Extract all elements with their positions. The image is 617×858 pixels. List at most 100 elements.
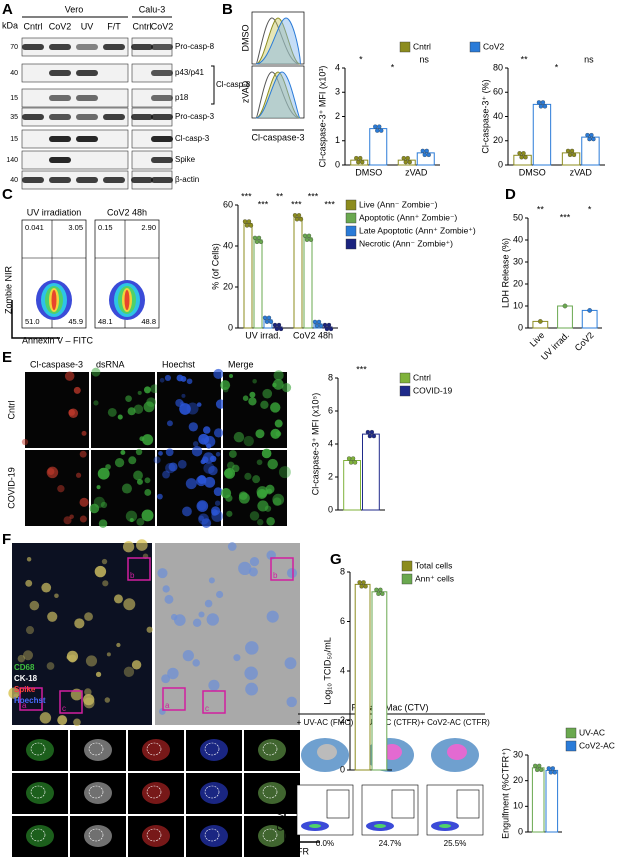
significance: ***: [241, 191, 252, 201]
label: 35: [10, 114, 18, 121]
cell: [214, 500, 221, 506]
legend-label: Total cells: [415, 560, 452, 570]
band: [103, 114, 125, 120]
cell: [137, 390, 142, 395]
band: [49, 177, 71, 183]
cell: [75, 472, 82, 478]
label: + UV-AC (CTFR): [360, 718, 421, 727]
label: 2.90: [141, 223, 156, 232]
dot: [359, 584, 364, 589]
cell: [282, 383, 292, 393]
cell: [158, 450, 163, 456]
dot: [266, 315, 272, 320]
dot: [369, 429, 375, 435]
label: Cl-caspase-3: [30, 359, 83, 369]
cell: [258, 782, 286, 804]
legend-label: Necrotic (Ann⁻ Zombie⁺): [359, 238, 453, 248]
cell: [278, 466, 291, 479]
cell: [198, 433, 210, 445]
dot: [248, 223, 254, 228]
gate: [391, 789, 415, 819]
cell: [176, 374, 184, 382]
outline: [262, 785, 278, 799]
cell: [252, 379, 257, 384]
label: 0.15: [98, 223, 113, 232]
cell: [191, 445, 203, 457]
cell: [69, 514, 74, 519]
gate: [326, 789, 350, 819]
cell: [128, 456, 137, 465]
flow-density: [124, 290, 130, 310]
cell: [164, 594, 174, 604]
label: p43/p41: [175, 68, 204, 77]
dot: [550, 766, 555, 771]
y-tick-label: 0: [340, 764, 345, 774]
label: 140: [6, 157, 18, 164]
y-tick-label: 60: [223, 199, 233, 209]
significance: ***: [356, 364, 367, 374]
cell: [46, 662, 55, 670]
cell: [257, 500, 269, 512]
cell: [196, 500, 209, 512]
dot: [546, 766, 551, 771]
band: [76, 177, 98, 183]
cell: [105, 464, 111, 470]
label: p18: [175, 93, 189, 102]
dot: [365, 429, 371, 435]
hist-curve: [255, 17, 301, 65]
cell: [144, 489, 152, 496]
blot-strip: [21, 88, 129, 108]
label: dsRNA: [96, 359, 125, 369]
dot: [539, 767, 544, 772]
cell: [260, 400, 269, 409]
cell: [79, 450, 87, 458]
y-axis-label: Cl-caspase-3⁺ (%): [480, 79, 490, 153]
dot: [379, 128, 384, 133]
dot: [312, 319, 318, 325]
cell: [141, 509, 154, 522]
cell: [144, 477, 151, 484]
label: Annexin V – FITC: [22, 335, 94, 345]
cell: [100, 501, 108, 509]
y-tick-label: 30: [513, 749, 523, 759]
legend-label: CoV2-AC: [579, 740, 615, 750]
legend-label: Cntrl: [413, 372, 431, 382]
dot: [244, 223, 250, 228]
cell: [57, 484, 65, 493]
label: CTFR: [285, 846, 309, 856]
dot: [306, 233, 312, 238]
dot: [298, 217, 304, 222]
y-axis-label: Cl-caspase-3⁺ MFI (x10⁵): [310, 393, 320, 496]
cell: [25, 579, 33, 587]
legend-label: Cntrl: [413, 41, 431, 51]
cell: [142, 825, 170, 847]
band: [151, 95, 173, 101]
cell: [153, 456, 161, 464]
cell: [94, 565, 107, 578]
band: [76, 136, 98, 142]
label: Hoechst: [162, 359, 196, 369]
cell: [84, 739, 112, 761]
cell: [84, 688, 92, 696]
cell: [248, 567, 258, 577]
cell: [226, 510, 233, 517]
cell: [39, 712, 52, 724]
dot: [422, 152, 427, 158]
cell: [26, 556, 32, 562]
panel-letter: E: [2, 349, 12, 366]
blot-strip: [21, 63, 129, 83]
dot: [538, 104, 544, 109]
band: [151, 136, 173, 142]
dot: [542, 104, 548, 109]
cell: [84, 782, 112, 804]
significance: **: [276, 191, 284, 201]
cell: [208, 577, 215, 584]
cell: [222, 386, 229, 393]
x-tick-label: Live: [528, 330, 547, 349]
cell: [107, 407, 117, 417]
cell: [84, 825, 112, 847]
hist-curve: [255, 71, 301, 119]
cell: [200, 782, 228, 804]
label: Zombie NIR: [3, 265, 13, 314]
cell: [203, 462, 215, 474]
